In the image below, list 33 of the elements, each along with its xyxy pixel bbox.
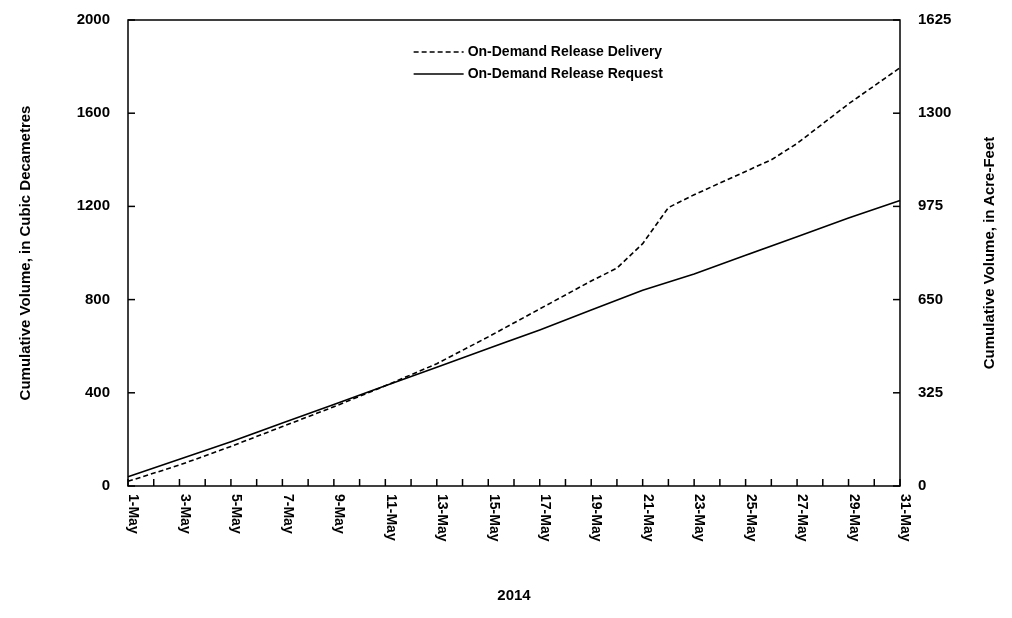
y2-tick-label: 975: [918, 196, 944, 214]
x-tick-label: 25-May: [743, 494, 760, 542]
y-tick-label: 1200: [76, 196, 110, 214]
x-tick-label: 17-May: [538, 494, 555, 542]
x-tick-label: 3-May: [177, 494, 194, 534]
legend-label: On-Demand Release Request: [467, 64, 664, 81]
y-tick-label: 0: [101, 475, 110, 493]
y2-tick-label: 1300: [918, 103, 952, 121]
x-tick-label: 23-May: [692, 494, 709, 542]
x-tick-label: 29-May: [846, 494, 863, 542]
x-tick-label: 11-May: [383, 494, 400, 541]
y-tick-label: 800: [84, 289, 110, 307]
y-tick-label: 2000: [76, 9, 110, 27]
x-tick-label: 31-May: [898, 494, 915, 542]
y2-tick-label: 1625: [918, 9, 952, 27]
x-tick-label: 27-May: [795, 494, 812, 542]
x-tick-label: 5-May: [229, 494, 246, 534]
x-tick-label: 7-May: [280, 494, 297, 534]
x-tick-label: 13-May: [435, 494, 452, 542]
y-tick-label: 1600: [76, 103, 110, 121]
legend-label: On-Demand Release Delivery: [467, 42, 663, 59]
y2-tick-label: 650: [918, 289, 944, 307]
y-tick-label: 400: [84, 382, 110, 400]
x-tick-label: 15-May: [486, 494, 503, 542]
y2-axis-title: Cumulative Volume, in Acre-Feet: [980, 136, 997, 370]
x-tick-label: 9-May: [332, 494, 349, 534]
x-tick-label: 19-May: [589, 494, 606, 542]
y2-tick-label: 325: [918, 382, 944, 400]
x-axis-title: 2014: [497, 586, 532, 603]
x-tick-label: 1-May: [126, 494, 143, 534]
y-axis-title: Cumulative Volume, in Cubic Decametres: [16, 105, 33, 401]
x-tick-label: 21-May: [640, 494, 657, 542]
y2-tick-label: 0: [918, 475, 927, 493]
